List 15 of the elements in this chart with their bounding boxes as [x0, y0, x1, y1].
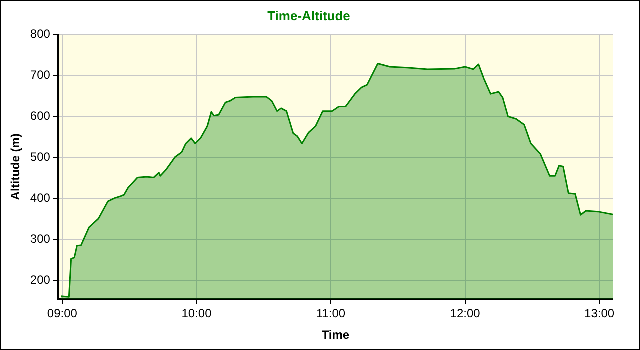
x-tick-label: 09:00	[47, 306, 78, 321]
x-tick-label: 11:00	[316, 306, 346, 321]
y-tick-label: 300	[30, 232, 51, 246]
y-axis-title: Altitude (m)	[8, 134, 23, 200]
y-tick-label: 800	[30, 26, 51, 41]
y-tick-label: 200	[30, 273, 51, 288]
y-tick-label: 400	[30, 191, 51, 206]
x-tick-label: 10:00	[182, 306, 212, 321]
x-axis-title: Time	[322, 328, 350, 342]
y-tick-label: 600	[30, 108, 51, 123]
x-tick-label: 13:00	[584, 306, 615, 321]
chart-title: Time-Altitude	[268, 8, 350, 24]
x-tick-label: 12:00	[450, 306, 481, 321]
y-tick-label: 700	[30, 68, 51, 82]
y-tick-label: 500	[30, 150, 51, 164]
